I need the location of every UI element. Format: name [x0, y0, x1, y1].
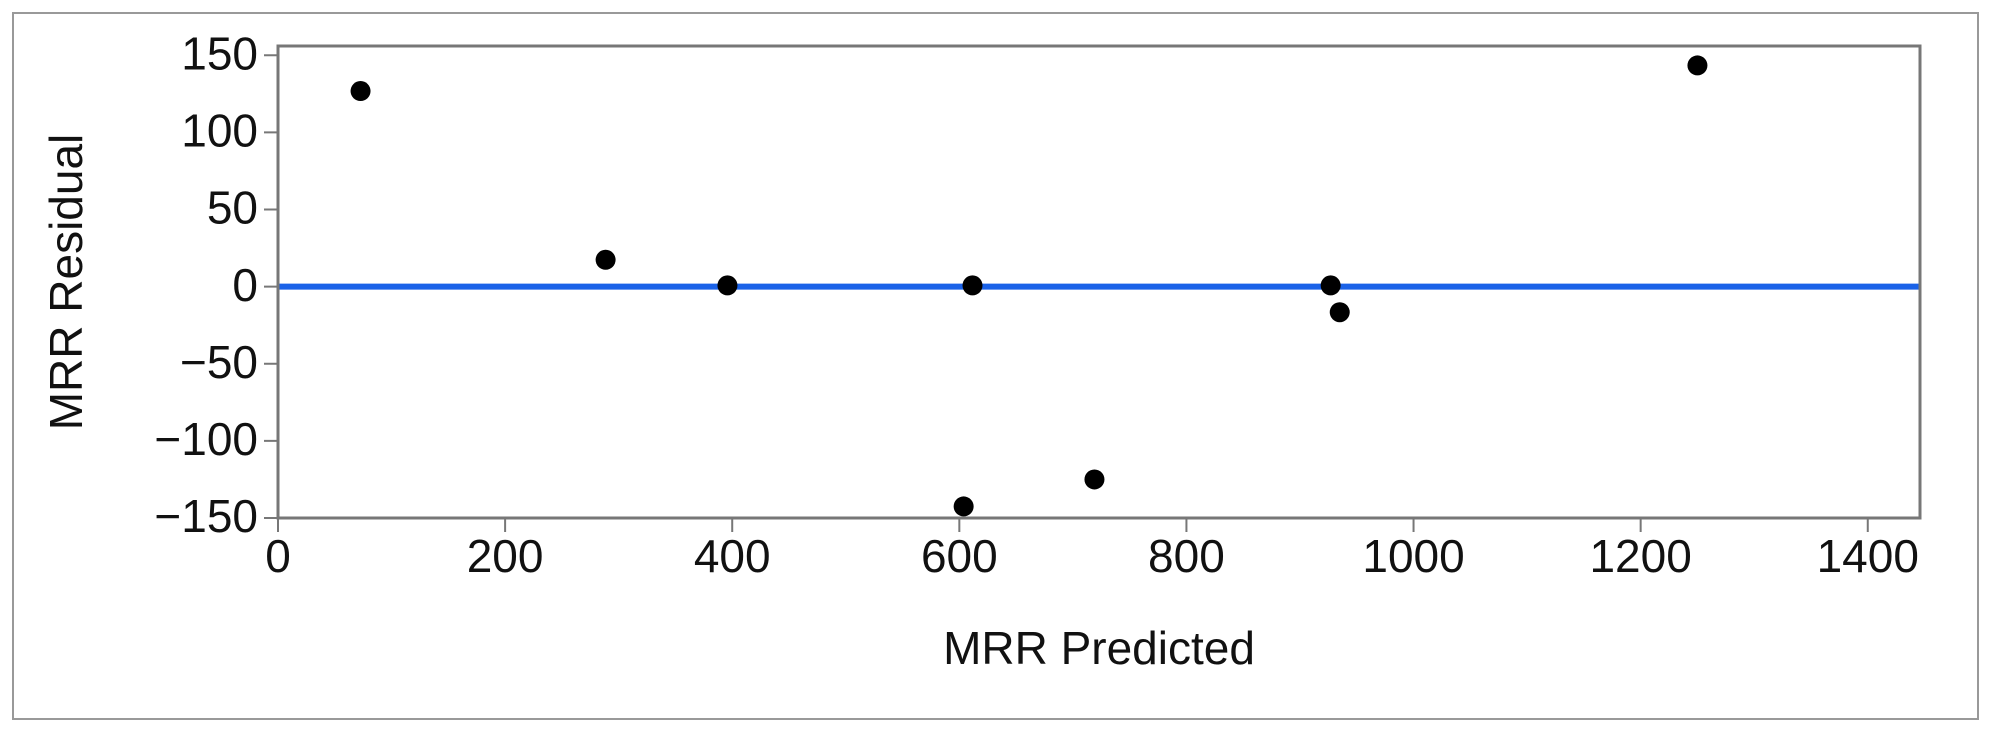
- x-tick-label: 0: [265, 530, 291, 582]
- plot-frame: [276, 44, 1922, 520]
- x-tick-label: 600: [921, 530, 998, 582]
- y-axis-title: MRR Residual: [40, 134, 92, 431]
- outer-frame: [12, 12, 1979, 720]
- y-tick-label: 0: [232, 259, 258, 311]
- y-tick-label: −50: [180, 336, 258, 388]
- y-tick-label: 150: [181, 27, 258, 79]
- x-tick-label: 200: [467, 530, 544, 582]
- point: [1329, 302, 1350, 323]
- x-axis-title: MRR Predicted: [943, 622, 1255, 674]
- x-tick-label: 400: [694, 530, 771, 582]
- x-tick-label: 800: [1148, 530, 1225, 582]
- point: [953, 496, 974, 517]
- y-tick-label: −150: [154, 490, 258, 542]
- point: [1084, 469, 1105, 490]
- point: [595, 249, 616, 270]
- y-tick-label: 50: [207, 182, 258, 234]
- x-tick-label: 1200: [1589, 530, 1691, 582]
- x-tick-label: 1000: [1362, 530, 1464, 582]
- point: [1687, 55, 1708, 76]
- x-tick-label: 1400: [1817, 530, 1919, 582]
- point: [962, 275, 983, 296]
- point: [1320, 275, 1341, 296]
- point: [350, 81, 371, 102]
- y-tick-label: −100: [154, 413, 258, 465]
- y-tick-label: 100: [181, 105, 258, 157]
- point: [717, 275, 738, 296]
